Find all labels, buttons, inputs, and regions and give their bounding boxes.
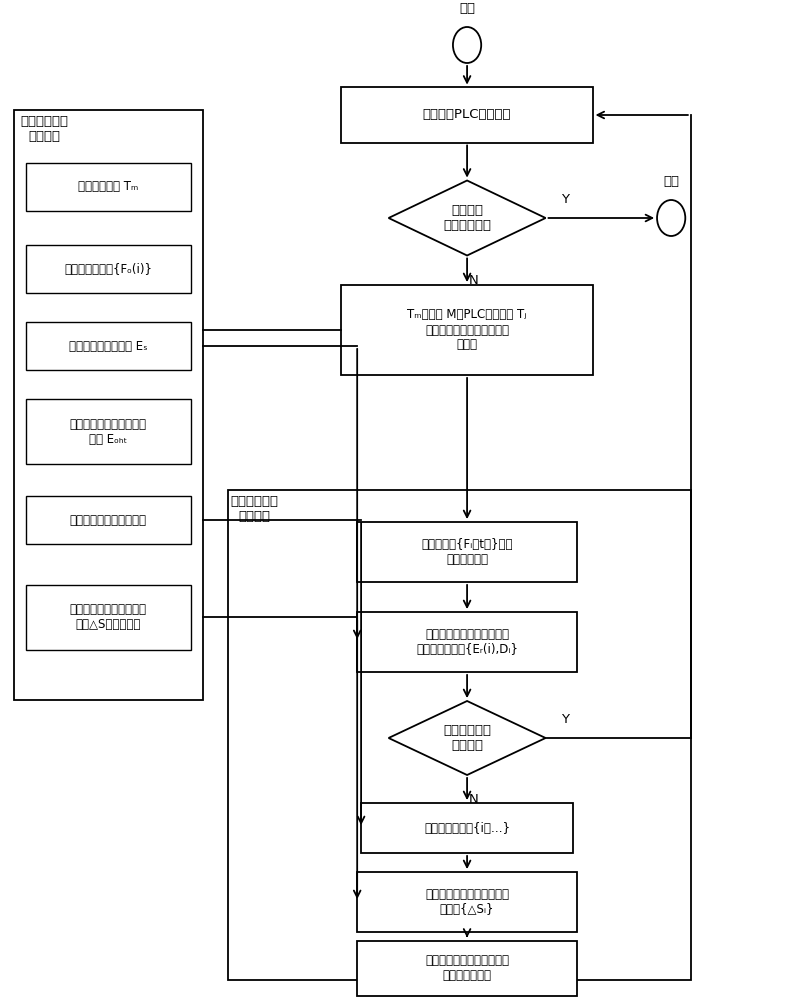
Bar [26, 585, 191, 650]
Text: 多点呀挂力联调目标偏差
幅値 Eₒₕₜ: 多点呀挂力联调目标偏差 幅値 Eₒₕₜ [70, 418, 147, 446]
Bar [26, 163, 191, 211]
Text: 单点呀挂力偏差幅値 Eₛ: 单点呀挂力偏差幅値 Eₛ [69, 340, 148, 353]
Bar [26, 322, 191, 370]
Text: 多点呀挂恒力
调节参数: 多点呀挂恒力 调节参数 [20, 115, 68, 143]
Text: 多点调组合点选取规则库: 多点调组合点选取规则库 [70, 514, 147, 527]
Bar [357, 612, 577, 672]
Circle shape [453, 27, 481, 63]
Text: 组合点目标呀挂力偏移补
偿量△S设置函数库: 组合点目标呀挂力偏移补 偿量△S设置函数库 [70, 603, 147, 631]
Text: 初始目标呀挂力{Fₒ(i)}: 初始目标呀挂力{Fₒ(i)} [64, 263, 152, 276]
Text: 监测调整周期 Tₘ: 监测调整周期 Tₘ [78, 180, 138, 193]
Text: N: N [469, 273, 478, 286]
Bar [341, 88, 593, 142]
Bar [361, 803, 573, 853]
Text: Y: Y [561, 193, 569, 206]
Bar [26, 245, 191, 293]
Text: 是否收到
终止调节指令: 是否收到 终止调节指令 [443, 204, 491, 232]
Polygon shape [389, 180, 546, 255]
Text: Y: Y [561, 713, 569, 726]
Circle shape [657, 200, 685, 236]
Bar [357, 872, 577, 932]
Bar [228, 490, 691, 980]
Text: 终止: 终止 [663, 175, 679, 188]
Bar [14, 110, 203, 700]
Bar [26, 496, 191, 544]
Text: 周期监测PLC控制指令: 周期监测PLC控制指令 [423, 108, 511, 121]
Text: 下一个监测调整周期内多点
目标呀挂力更新: 下一个监测调整周期内多点 目标呀挂力更新 [425, 954, 509, 982]
Bar [26, 399, 191, 464]
Bar [357, 940, 577, 996]
Text: 选取联调组合点{i，…}: 选取联调组合点{i，…} [424, 822, 510, 834]
Text: 设置组合点目标呀挂力偏移
补偿量{△Sᵢ}: 设置组合点目标呀挂力偏移 补偿量{△Sᵢ} [425, 888, 509, 916]
Text: 开始: 开始 [459, 2, 475, 15]
Bar [341, 285, 593, 375]
Text: 多点实测呀挂力与目标呀挂
力偏差分布计算{Eᵣ(i),Dᵢ}: 多点实测呀挂力与目标呀挂 力偏差分布计算{Eᵣ(i),Dᵢ} [416, 628, 518, 656]
Bar [357, 522, 577, 582]
Text: 多点呀挂恒力
联调算法: 多点呀挂恒力 联调算法 [230, 495, 278, 523]
Polygon shape [389, 701, 546, 775]
Text: N: N [469, 793, 478, 806]
Text: 多点呀挂力{Fᵢ（t）}实时
采集数据获取: 多点呀挂力{Fᵢ（t）}实时 采集数据获取 [422, 538, 513, 566]
Text: 偏差分布是否
满足要求: 偏差分布是否 满足要求 [443, 724, 491, 752]
Text: Tₘ内连续 M个PLC控制周期 Tⱼ
各呀挂单元同步执行恒力控
制功能: Tₘ内连续 M个PLC控制周期 Tⱼ 各呀挂单元同步执行恒力控 制功能 [407, 308, 527, 352]
